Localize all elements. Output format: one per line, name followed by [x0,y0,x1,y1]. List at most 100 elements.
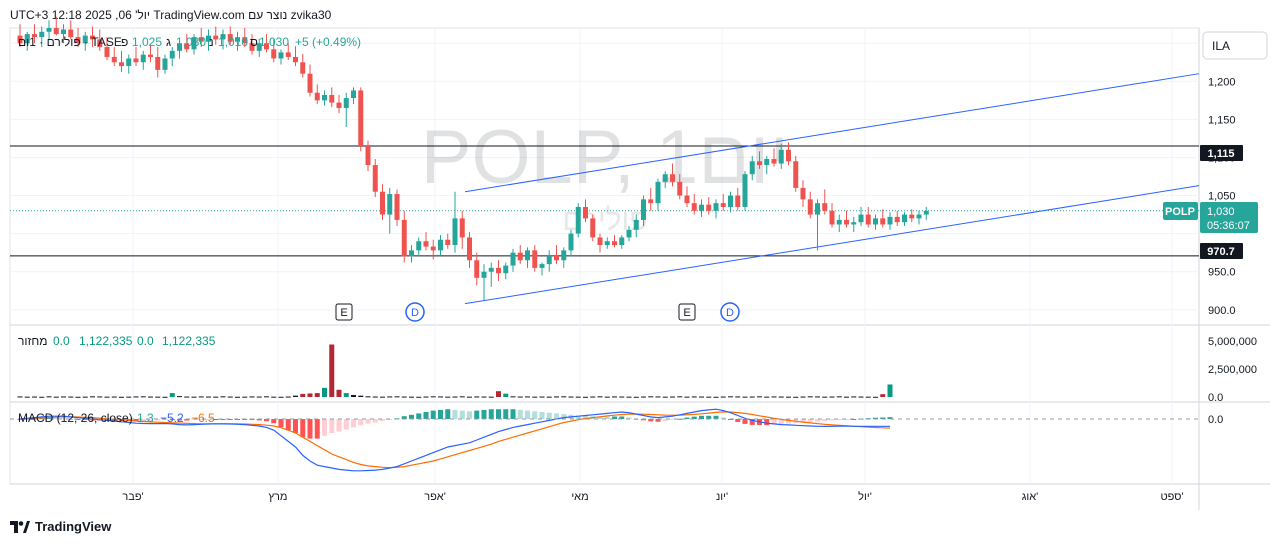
candle-body [670,174,675,182]
event-marker-label: E [683,307,690,319]
macd-label: MACD (12, 26, close) [18,411,133,425]
ohlc-open-value: 1,025 [132,35,162,49]
macd-histogram-bar [575,415,581,419]
candle-body [68,29,74,38]
candle-body [800,187,806,200]
macd-histogram-bar [807,419,813,423]
candle-body [39,31,45,38]
volume-v4: 1,122,335 [162,334,216,348]
volume-bar [264,396,269,398]
volume-legend[interactable]: מחזור 0.0 1,122,335 0.0 1,122,335 [18,334,216,348]
volume-bar [655,396,661,398]
candle-body [256,43,262,51]
candle-body [155,56,161,70]
ohlc-close-value: 1,030 [259,35,289,49]
earnings-marker [335,303,353,321]
candle-body [713,203,719,211]
macd-histogram-bar [699,415,704,419]
currency-button[interactable]: ILA [1202,31,1268,60]
volume-bar [104,396,110,398]
horizontal-levels[interactable] [10,145,1199,257]
macd-histogram-bar [68,419,74,420]
event-marker-label: D [411,307,419,319]
candle-body [300,62,306,74]
volume-bar [539,396,545,398]
price-tick-label: 950.0 [1208,267,1236,279]
candle-body [416,241,422,251]
macd-histogram-bar [343,419,349,430]
volume-bar [394,396,400,398]
candle-body [503,265,509,274]
volume-bar [575,396,581,398]
candle-body [459,218,465,238]
volume-bar [213,396,219,398]
volume-bar [278,396,284,398]
candle-body [177,43,182,51]
macd-histogram-bar [430,410,436,419]
volume-bar [126,396,132,398]
macd-legend[interactable]: MACD (12, 26, close) 1.3 −5.2 −6.5 [18,411,215,425]
volume-bar [764,396,770,398]
volume-bar [793,396,799,398]
macd-histogram-bar [822,419,828,422]
candle-body [894,216,900,223]
candle-body [213,35,219,40]
volume-bar [445,396,451,398]
candle-body [430,246,436,251]
symbol-legend[interactable]: פולירם · 1ום · TASE פ 1,025 ג 1,030 נ 1,… [18,35,361,49]
time-axis[interactable]: פבר' מרץ אפר' מאי יונ' יול' אוג' ספט' [122,490,1183,503]
symbol-name: פולירם · 1ום · TASE [18,35,122,49]
candle-body [82,35,88,44]
candle-body [822,203,828,211]
macd-histogram-bar [416,413,422,419]
macd-histogram-bar [155,419,161,421]
volume-tick-label: 0.0 [1208,392,1223,404]
macd-histogram-bar [372,419,378,423]
macd-histogram-bar [619,416,625,419]
price-tick-label: 1,050 [1208,191,1236,203]
time-tick-label: מרץ [269,491,288,503]
candle-body [604,241,610,246]
volume-bar [206,396,211,398]
macd-histogram-bar [691,416,697,419]
earnings-marker [678,303,696,321]
time-tick-label: אוג' [1022,491,1039,503]
macd-histogram-bar [742,419,748,424]
volume-bar [416,396,422,398]
candle-body [17,35,23,44]
volume-bar [467,396,472,398]
volume-bar [532,396,538,398]
volume-bar [24,396,30,398]
volume-bar [670,396,675,398]
ohlc-close-label: ס [250,35,258,49]
brand-name: TradingView [35,519,112,534]
event-marker-label: D [726,307,734,319]
candle-body [97,39,103,48]
macd-histogram-bar [778,419,784,425]
macd-histogram-bar [662,419,668,421]
time-tick-label: ספט' [1160,491,1183,503]
macd-histogram-bar [169,419,175,421]
volume-bar [858,396,864,398]
volume-bar [256,396,262,398]
candle-body [597,237,603,246]
macd-histogram-bar [880,417,886,419]
volume-bar [32,396,37,398]
footer-brand[interactable]: TradingView [10,519,111,534]
volume-bar [300,393,306,397]
macd-histogram-bar [517,409,523,419]
volume-bar [517,396,523,398]
trendlines[interactable] [464,73,1200,305]
candle-body [387,194,393,215]
time-tick-label: אפר' [424,491,446,503]
volume-bar [525,396,530,398]
volume-bar [198,396,204,398]
candle-body [126,58,132,67]
macd-histogram-bar [481,409,487,419]
volume-bar [61,396,66,398]
candle-body [525,250,530,261]
volume-bar [17,396,23,398]
